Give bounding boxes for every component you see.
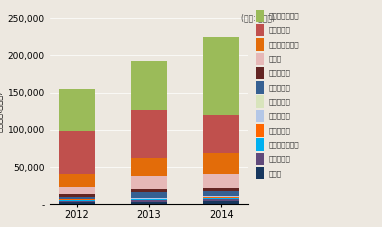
Text: 국토교통부: 국토교통부 bbox=[269, 127, 291, 134]
Bar bbox=[203, 197, 239, 199]
Text: 중소기업청: 중소기업청 bbox=[269, 70, 291, 76]
Bar bbox=[203, 196, 239, 197]
Bar bbox=[131, 198, 167, 199]
Text: 국무조정실: 국무조정실 bbox=[269, 113, 291, 119]
Text: 고용노동부: 고용노동부 bbox=[269, 98, 291, 105]
Bar bbox=[203, 174, 239, 188]
Text: 산림청: 산림청 bbox=[269, 170, 282, 177]
Text: 산업통상자원부: 산업통상자원부 bbox=[269, 41, 299, 48]
Bar bbox=[131, 61, 167, 110]
Bar bbox=[131, 189, 167, 192]
Bar bbox=[203, 37, 239, 115]
Bar bbox=[131, 202, 167, 204]
Bar bbox=[59, 89, 95, 131]
Bar bbox=[131, 199, 167, 200]
Bar bbox=[203, 115, 239, 153]
Bar bbox=[59, 200, 95, 201]
Text: 미래창조과학부: 미래창조과학부 bbox=[269, 12, 299, 19]
Bar bbox=[131, 158, 167, 176]
Text: 교육부: 교육부 bbox=[269, 55, 282, 62]
Bar bbox=[59, 202, 95, 204]
Bar bbox=[203, 153, 239, 174]
Bar bbox=[59, 197, 95, 199]
Bar bbox=[203, 201, 239, 204]
Bar bbox=[59, 195, 95, 197]
Text: 범부처사업: 범부처사업 bbox=[269, 84, 291, 91]
Bar bbox=[203, 188, 239, 191]
Bar bbox=[59, 201, 95, 202]
Bar bbox=[131, 200, 167, 202]
Bar bbox=[131, 176, 167, 189]
Bar bbox=[203, 191, 239, 196]
Bar bbox=[203, 199, 239, 201]
Text: 농림축산식품부: 농림축산식품부 bbox=[269, 141, 299, 148]
Bar bbox=[131, 192, 167, 198]
Bar bbox=[59, 174, 95, 187]
Bar bbox=[131, 110, 167, 158]
Y-axis label: 투자현황(백만원): 투자현황(백만원) bbox=[0, 91, 3, 132]
Text: 농촌진흥청: 농촌진흥청 bbox=[269, 155, 291, 162]
Bar bbox=[59, 131, 95, 174]
Text: 보건복지부: 보건복지부 bbox=[269, 27, 291, 34]
Bar bbox=[59, 187, 95, 195]
Text: (단위: 백만원): (단위: 백만원) bbox=[241, 14, 275, 23]
